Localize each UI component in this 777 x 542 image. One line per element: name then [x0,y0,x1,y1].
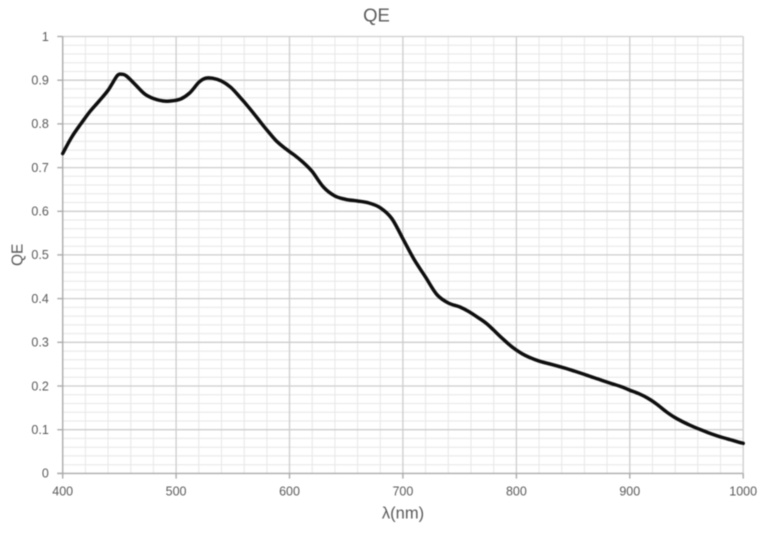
svg-text:0.3: 0.3 [31,336,48,350]
svg-text:0.1: 0.1 [31,423,48,437]
svg-text:700: 700 [392,485,413,499]
svg-text:1: 1 [42,30,49,44]
svg-text:400: 400 [52,485,73,499]
svg-text:0.7: 0.7 [31,161,48,175]
svg-text:0.4: 0.4 [31,292,48,306]
svg-text:900: 900 [619,485,640,499]
svg-text:600: 600 [279,485,300,499]
svg-text:0.6: 0.6 [31,205,48,219]
svg-text:0.2: 0.2 [31,379,48,393]
svg-text:QE: QE [10,244,27,266]
svg-text:0.5: 0.5 [31,248,48,262]
svg-text:0: 0 [42,467,49,481]
svg-text:1000: 1000 [729,485,757,499]
svg-text:800: 800 [506,485,527,499]
svg-text:500: 500 [166,485,187,499]
svg-text:QE: QE [363,5,390,26]
svg-text:0.8: 0.8 [31,117,48,131]
svg-text:λ(nm): λ(nm) [382,505,424,523]
svg-text:0.9: 0.9 [31,74,48,88]
